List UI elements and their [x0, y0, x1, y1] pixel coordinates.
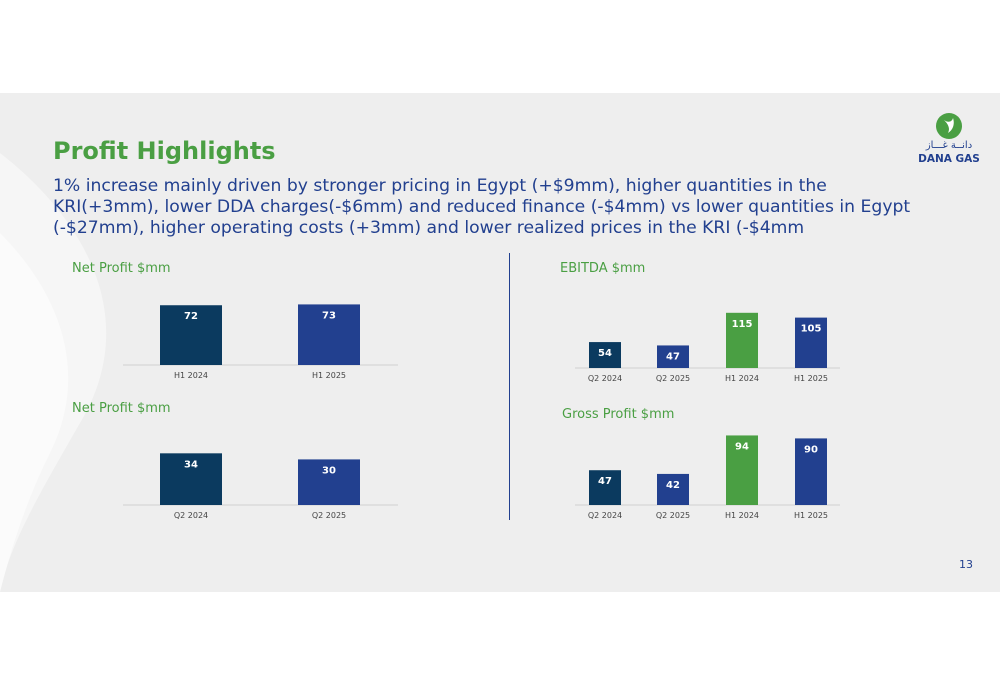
gross-profit-tick-label-2: H1 2024	[725, 511, 759, 520]
net-profit-q2-title: Net Profit $mm	[72, 401, 171, 416]
ebitda-bar-1	[657, 345, 689, 368]
ebitda-data-label-3: 105	[801, 324, 822, 335]
net-profit-q2-chart: 34 Q2 2024 30 Q2 2025	[123, 453, 398, 520]
net-profit-h1-tick-label-0: H1 2024	[174, 371, 208, 380]
ebitda-data-label-1: 47	[666, 351, 680, 362]
gross-profit-data-label-2: 94	[735, 441, 749, 452]
ebitda-chart: 54 Q2 2024 47 Q2 2025 115 H1 2024 105 H1 2025	[575, 312, 840, 383]
logo-drop-icon	[936, 113, 962, 139]
net-profit-h1-data-label-0: 72	[184, 311, 198, 322]
ebitda-data-label-0: 54	[598, 348, 612, 359]
ebitda-tick-label-0: Q2 2024	[588, 374, 622, 383]
ebitda-bar-2	[726, 312, 758, 368]
ebitda-tick-label-2: H1 2024	[725, 374, 759, 383]
ebitda-tick-label-3: H1 2025	[794, 374, 828, 383]
net-profit-q2-data-label-1: 30	[322, 465, 336, 476]
net-profit-h1-bar-0	[160, 305, 222, 365]
page-number: 13	[959, 558, 973, 571]
net-profit-q2-bar-0	[160, 453, 222, 505]
page-title: Profit Highlights	[53, 137, 276, 165]
gross-profit-data-label-3: 90	[804, 444, 818, 455]
gross-profit-data-label-0: 47	[598, 476, 612, 487]
net-profit-h1-chart: 72 H1 2024 73 H1 2025	[123, 304, 398, 380]
ebitda-bar-3	[795, 317, 827, 368]
net-profit-q2-tick-label-1: Q2 2025	[312, 511, 346, 520]
gross-profit-title: Gross Profit $mm	[562, 407, 675, 422]
logo-english-text: DANA GAS	[918, 153, 980, 165]
section-divider	[509, 253, 510, 520]
slide: Profit Highlights 1% increase mainly dri…	[0, 93, 1000, 592]
net-profit-h1-bar-1	[298, 304, 360, 365]
gross-profit-bar-0	[589, 470, 621, 505]
gross-profit-tick-label-3: H1 2025	[794, 511, 828, 520]
net-profit-h1-data-label-1: 73	[322, 310, 336, 321]
ebitda-bar-0	[589, 342, 621, 368]
gross-profit-data-label-1: 42	[666, 480, 680, 491]
gross-profit-bar-2	[726, 435, 758, 505]
gross-profit-chart: 47 Q2 2024 42 Q2 2025 94 H1 2024 90 H1 2025	[575, 435, 840, 520]
gross-profit-bar-1	[657, 473, 689, 505]
net-profit-h1-tick-label-1: H1 2025	[312, 371, 346, 380]
ebitda-title: EBITDA $mm	[560, 261, 646, 276]
ebitda-data-label-2: 115	[732, 319, 753, 330]
dana-gas-logo: دانــة غـــاز DANA GAS	[918, 113, 980, 168]
net-profit-h1-title: Net Profit $mm	[72, 261, 171, 276]
net-profit-q2-data-label-0: 34	[184, 459, 198, 470]
net-profit-q2-bar-1	[298, 459, 360, 505]
background-swoosh	[0, 153, 107, 592]
net-profit-q2-tick-label-0: Q2 2024	[174, 511, 208, 520]
page-subtitle: 1% increase mainly driven by stronger pr…	[53, 176, 911, 238]
ebitda-tick-label-1: Q2 2025	[656, 374, 690, 383]
logo-arabic-text: دانــة غـــاز	[925, 140, 973, 151]
gross-profit-bar-3	[795, 438, 827, 505]
gross-profit-tick-label-0: Q2 2024	[588, 511, 622, 520]
gross-profit-tick-label-1: Q2 2025	[656, 511, 690, 520]
